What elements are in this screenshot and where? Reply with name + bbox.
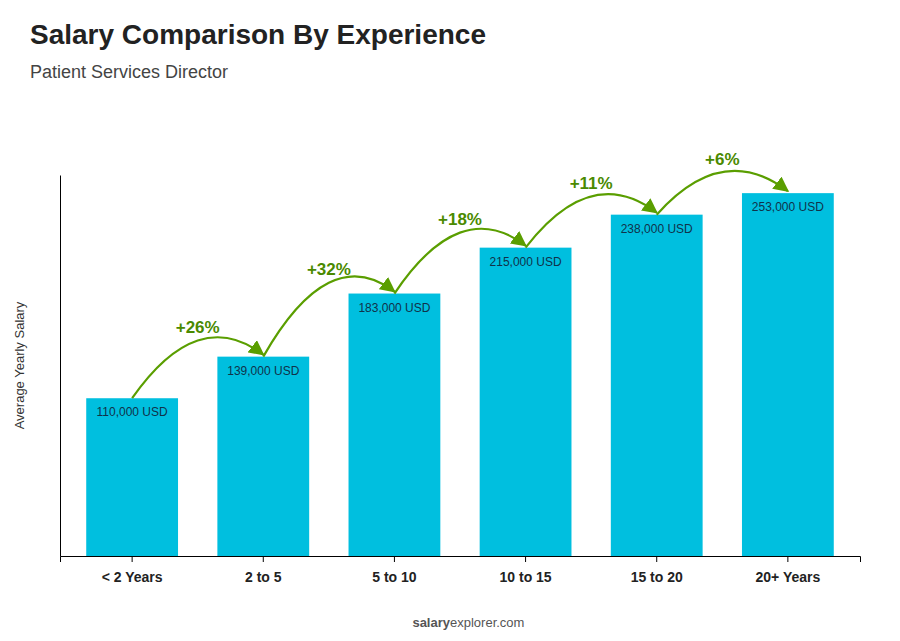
x-tick-mark [787, 556, 788, 562]
subtitle: Patient Services Director [30, 62, 228, 82]
y-axis-line [60, 176, 61, 557]
change-label: +26% [176, 318, 220, 337]
data-label: 139,000 USD [227, 364, 299, 378]
x-tick: 5 to 10 [372, 556, 417, 585]
x-tick-label: 2 to 5 [245, 569, 282, 585]
x-axis: < 2 Years 2 to 5 5 to 10 10 to 15 15 to 20 20… [61, 556, 861, 585]
watermark: explorer.com [450, 615, 524, 630]
x-tick: < 2 Years [102, 556, 163, 585]
data-label: 215,000 USD [490, 255, 562, 269]
x-tick-label: 15 to 20 [631, 569, 683, 585]
x-tick-mark [525, 556, 526, 562]
x-axis-line [61, 557, 861, 563]
change-arrow [657, 171, 788, 215]
change-arrow [263, 276, 394, 356]
x-tick-label: < 2 Years [102, 569, 163, 585]
x-tick-mark [263, 556, 264, 562]
y-axis [60, 176, 61, 557]
x-tick: 20+ Years [755, 556, 820, 585]
change-arrow [526, 194, 657, 248]
data-label: 238,000 USD [621, 222, 693, 236]
change-arrow [394, 229, 525, 294]
change-label: +11% [570, 174, 613, 193]
x-tick-label: 20+ Years [755, 569, 820, 585]
bar [217, 357, 309, 556]
change-arrow [132, 337, 263, 398]
chart: Salary Comparison By Experience Patient S… [0, 0, 900, 641]
change-label: +6% [705, 150, 740, 169]
data-label: 183,000 USD [358, 301, 430, 315]
bar [480, 248, 572, 556]
bar [742, 193, 834, 556]
watermark: salary [412, 615, 450, 630]
x-tick-mark [394, 556, 395, 562]
bar [611, 215, 703, 556]
x-tick-mark [132, 556, 133, 562]
x-tick: 10 to 15 [500, 556, 552, 585]
bar [86, 398, 178, 556]
y-axis-title: Average Yearly Salary [12, 301, 27, 429]
change-label: +32% [307, 260, 351, 279]
x-tick: 15 to 20 [631, 556, 683, 585]
x-tick-label: 5 to 10 [372, 569, 417, 585]
data-label: 110,000 USD [97, 405, 168, 419]
x-tick: 2 to 5 [245, 556, 282, 585]
bar [349, 294, 441, 556]
annotations: +26% +32% +18% +11% +6% [132, 150, 788, 399]
change-label: +18% [438, 210, 482, 229]
bars [86, 193, 834, 556]
title: Salary Comparison By Experience [30, 19, 486, 50]
x-tick-label: 10 to 15 [500, 569, 552, 585]
data-label: 253,000 USD [752, 200, 824, 214]
data-labels: 110,000 USD 139,000 USD 183,000 USD 215,000… [97, 200, 825, 419]
x-tick-mark [656, 556, 657, 562]
